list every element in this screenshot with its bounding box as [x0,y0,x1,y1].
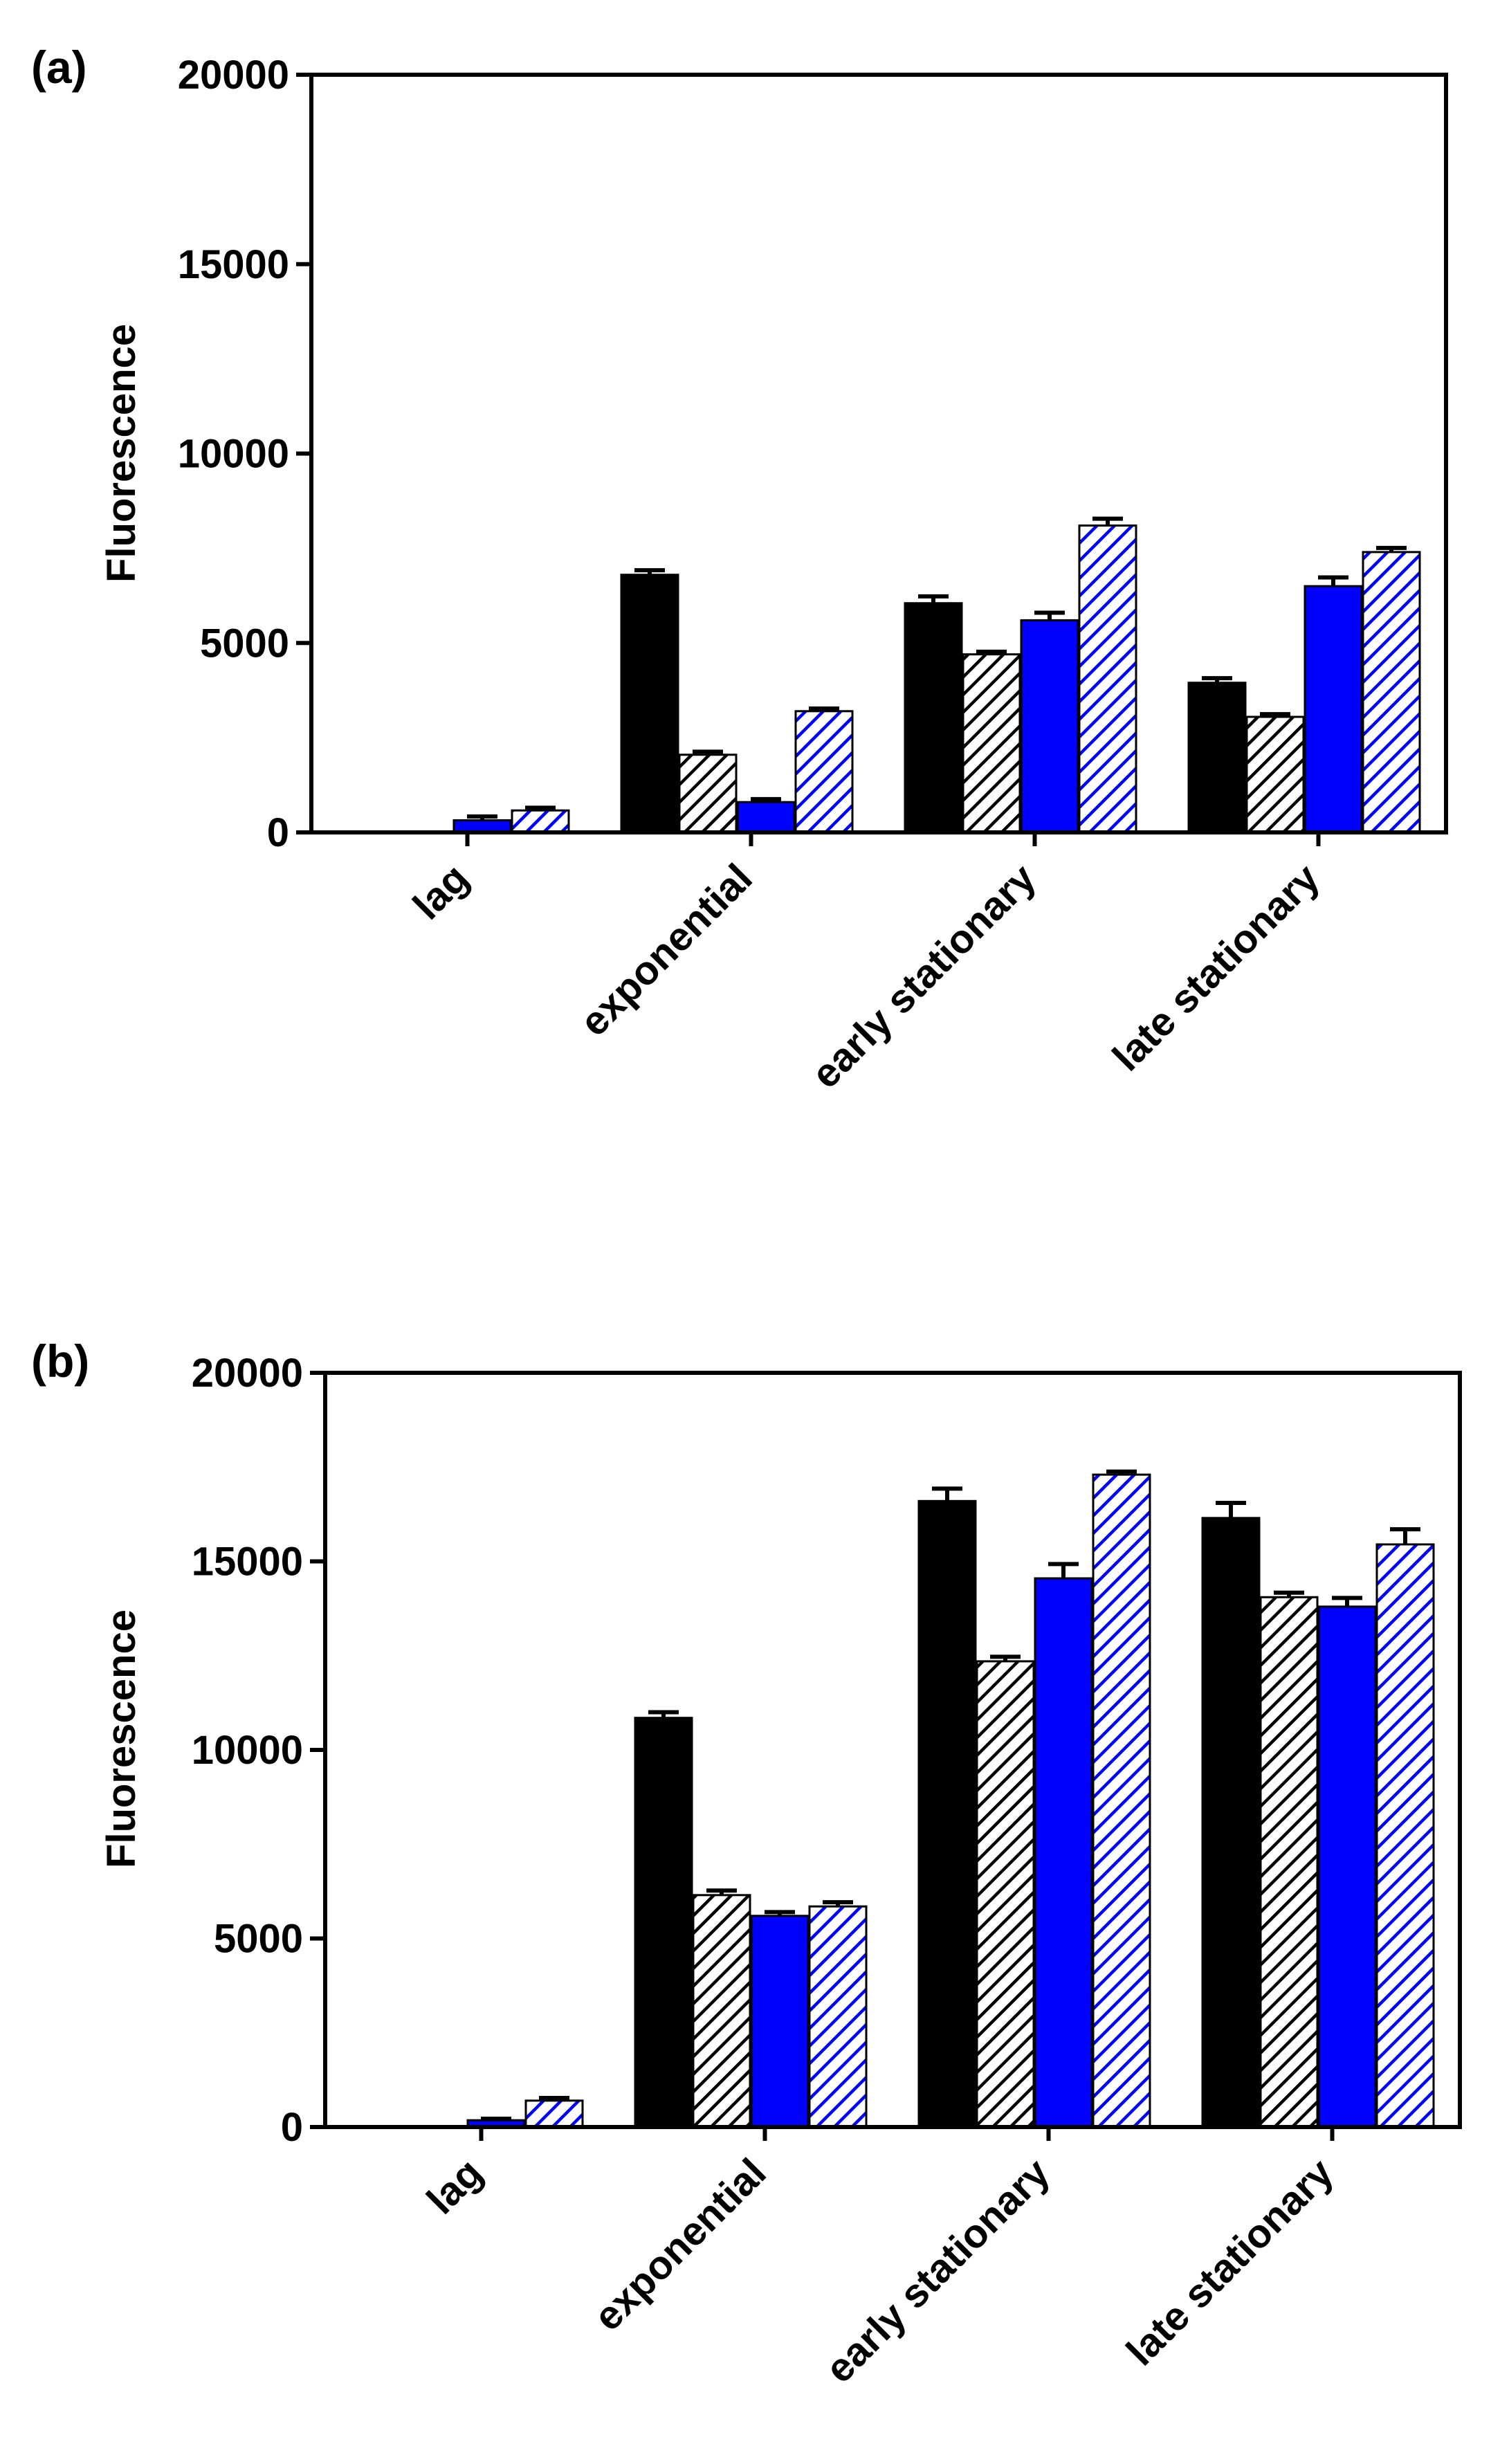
y-axis-title: Fluorescence [99,1609,144,1868]
error-bar [1202,676,1232,683]
bar-solid-black [634,1717,693,2128]
y-axis-title: Fluorescence [99,324,144,583]
y-tick-label: 20000 [192,1351,303,1396]
error-bar [1274,1590,1304,1598]
y-tick-label: 10000 [192,1728,303,1773]
y-tick-label: 15000 [192,1540,303,1585]
bars-group [466,1473,1435,2128]
error-bar [1332,1596,1362,1607]
y-tick-label: 20000 [178,53,289,98]
bar-hatched-blue [1375,1543,1435,2128]
bar-hatched-blue [524,2099,584,2128]
x-category-label: exponential [571,855,761,1045]
error-bar [809,706,839,711]
panel-label: (a) [31,42,87,93]
x-category-label: late stationary [1118,2150,1342,2374]
bar-solid-blue [750,1915,810,2128]
error-bar [765,1910,795,1916]
y-axis-ticks: 0 5000 10000 15000 20000 [178,53,311,855]
error-bar [1318,575,1348,587]
y-tick-label: 5000 [200,621,289,666]
error-bar [648,1710,679,1718]
bar-solid-black [1187,682,1247,834]
bar-solid-blue [1020,619,1079,834]
y-tick-label: 0 [281,2105,303,2150]
bars-group [452,524,1421,834]
error-bar [1106,1469,1137,1475]
bar-solid-blue [1317,1605,1377,2128]
x-axis-ticks: lag exponential early stationary late stati… [404,832,1328,1097]
chart-panel-b: (b) Fluorescence 0 5000 10000 15000 20000 la… [31,1335,1462,2391]
y-tick-label: 0 [267,810,289,855]
error-bar [976,649,1007,655]
error-bar [634,568,665,575]
error-bar [990,1654,1021,1661]
error-bar [1390,1527,1420,1544]
error-bar [751,796,781,803]
bar-solid-black [917,1499,977,2128]
error-bar [693,749,723,755]
bar-solid-black [620,574,679,834]
error-bar [932,1486,962,1502]
error-bar [1260,712,1290,718]
error-bar [1048,1562,1079,1579]
error-bar [706,1888,737,1895]
bar-hatched-black [1259,1596,1319,2128]
bar-hatched-black [962,653,1021,834]
error-bar [525,805,556,811]
bar-solid-blue [1304,585,1363,834]
bar-hatched-blue [1362,551,1421,834]
x-category-label: early stationary [803,855,1045,1097]
error-bar [539,2096,569,2101]
y-tick-label: 10000 [178,432,289,477]
x-axis-ticks: lag exponential early stationary late stati… [418,2127,1342,2391]
error-bar [1034,610,1065,621]
bar-solid-blue [736,801,796,834]
bar-hatched-blue [794,710,854,834]
error-bar [481,2117,511,2121]
x-category-label: lag [404,855,477,928]
x-category-label: lag [418,2150,491,2223]
bar-hatched-black [692,1894,751,2128]
bar-solid-blue [1034,1577,1093,2128]
y-tick-label: 15000 [178,242,289,287]
error-bar [918,594,949,603]
y-tick-label: 5000 [214,1917,303,1962]
bar-hatched-black [976,1660,1035,2128]
error-bar [1092,516,1123,526]
error-bar [823,1900,853,1907]
bar-hatched-black [678,754,738,834]
error-bar [467,814,497,821]
y-axis-ticks: 0 5000 10000 15000 20000 [192,1351,325,2150]
x-category-label: late stationary [1104,855,1328,1079]
bar-hatched-blue [1092,1473,1151,2128]
bar-hatched-blue [511,809,570,834]
error-bars-group [467,516,1407,821]
error-bar [1216,1501,1246,1518]
error-bars-group [481,1469,1420,2121]
bar-solid-black [1201,1517,1261,2128]
bar-hatched-blue [1078,524,1137,834]
x-category-label: exponential [585,2150,775,2339]
panel-label: (b) [31,1335,89,1387]
bar-hatched-black [1245,715,1305,834]
x-category-label: early stationary [817,2150,1059,2391]
error-bar [1376,545,1407,552]
chart-panel-a: (a) Fluorescence 0 5000 10000 15000 20000 la… [31,42,1448,1097]
bar-solid-black [904,602,963,834]
bar-hatched-blue [808,1905,868,2128]
